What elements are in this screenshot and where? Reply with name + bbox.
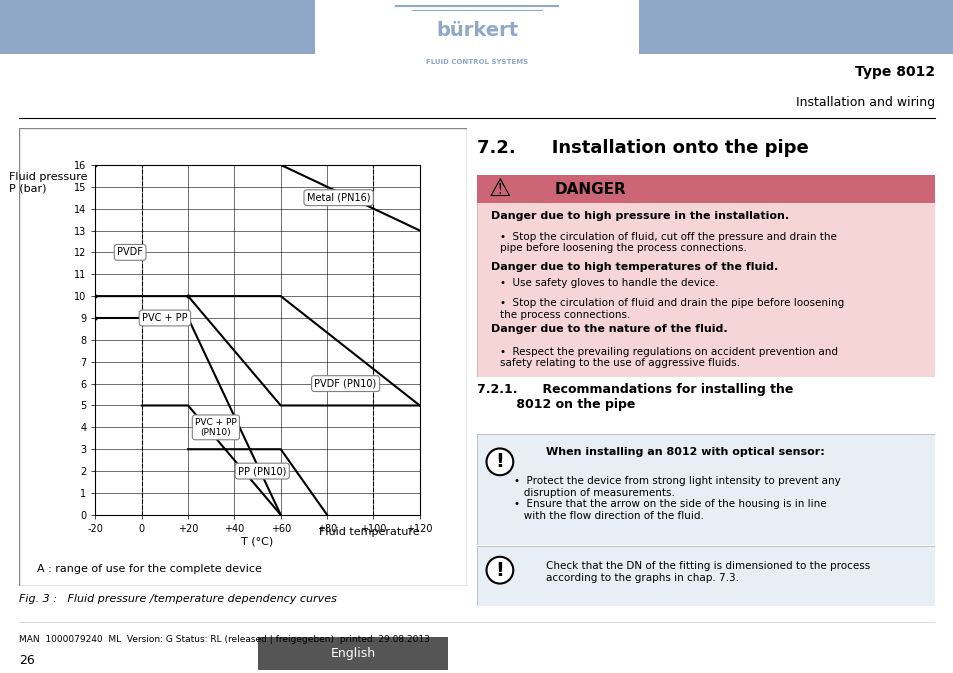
Text: Installation and wiring: Installation and wiring [795,96,934,109]
Text: 7.2.1.  Recommandations for installing the
         8012 on the pipe: 7.2.1. Recommandations for installing th… [476,383,793,411]
FancyBboxPatch shape [639,0,953,54]
Text: •  Use safety gloves to handle the device.: • Use safety gloves to handle the device… [499,278,718,288]
Text: PVC + PP
(PN10): PVC + PP (PN10) [194,418,236,437]
Text: Danger due to high pressure in the installation.: Danger due to high pressure in the insta… [490,211,788,221]
FancyBboxPatch shape [19,128,467,586]
Text: MAN  1000079240  ML  Version: G Status: RL (released | freigegeben)  printed: 29: MAN 1000079240 ML Version: G Status: RL … [19,635,430,644]
FancyBboxPatch shape [476,175,934,203]
Text: !: ! [495,561,504,579]
Text: Type 8012: Type 8012 [854,65,934,79]
Text: When installing an 8012 with optical sensor:: When installing an 8012 with optical sen… [545,448,823,458]
Text: Danger due to the nature of the fluid.: Danger due to the nature of the fluid. [490,324,726,334]
Text: Metal (PN16): Metal (PN16) [307,192,370,203]
Text: Fluid temperature: Fluid temperature [319,528,419,537]
Text: DANGER: DANGER [555,182,626,197]
X-axis label: T (°C): T (°C) [241,536,274,546]
Text: A : range of use for the complete device: A : range of use for the complete device [37,564,262,573]
Text: 7.2.  Installation onto the pipe: 7.2. Installation onto the pipe [476,139,808,157]
Text: Fluid pressure
P (bar): Fluid pressure P (bar) [10,172,88,193]
Text: •  Stop the circulation of fluid, cut off the pressure and drain the
pipe before: • Stop the circulation of fluid, cut off… [499,232,836,253]
Text: •  Respect the prevailing regulations on accident prevention and
safety relating: • Respect the prevailing regulations on … [499,347,837,368]
Text: English: English [330,647,375,660]
FancyBboxPatch shape [476,434,934,545]
FancyBboxPatch shape [0,0,314,54]
FancyBboxPatch shape [257,637,448,670]
Text: PVDF: PVDF [117,248,143,257]
Text: Check that the DN of the fitting is dimensioned to the process
according to the : Check that the DN of the fitting is dime… [545,561,869,583]
Text: bürkert: bürkert [436,22,517,40]
Text: FLUID CONTROL SYSTEMS: FLUID CONTROL SYSTEMS [425,59,528,65]
Text: 26: 26 [19,654,35,668]
FancyBboxPatch shape [476,175,934,377]
Text: !: ! [495,452,504,471]
Text: •  Stop the circulation of fluid and drain the pipe before loosening
the process: • Stop the circulation of fluid and drai… [499,298,843,320]
Text: PVDF (PN10): PVDF (PN10) [314,379,376,388]
Text: Danger due to high temperatures of the fluid.: Danger due to high temperatures of the f… [490,262,778,272]
Text: •  Protect the device from strong light intensity to prevent any
   disruption o: • Protect the device from strong light i… [513,476,840,521]
Text: PVC + PP: PVC + PP [142,313,188,323]
Text: ⚠: ⚠ [488,177,511,201]
Text: Fig. 3 :   Fluid pressure /temperature dependency curves: Fig. 3 : Fluid pressure /temperature dep… [19,594,336,604]
FancyBboxPatch shape [476,546,934,606]
Text: PP (PN10): PP (PN10) [238,466,286,476]
